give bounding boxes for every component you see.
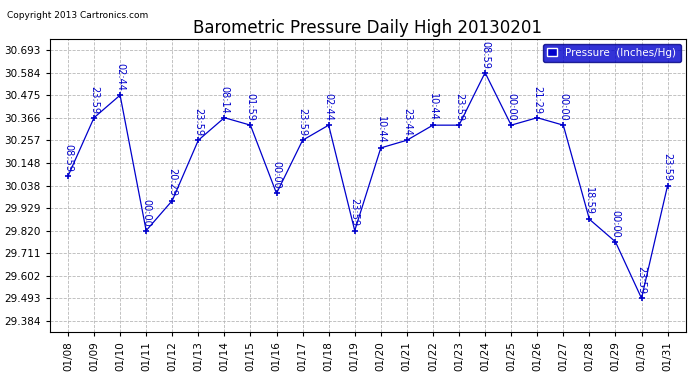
Text: 23:59: 23:59 [89, 86, 99, 114]
Text: 18:59: 18:59 [584, 187, 594, 215]
Text: 08:59: 08:59 [63, 144, 73, 172]
Text: 02:44: 02:44 [115, 63, 125, 91]
Text: 01:59: 01:59 [246, 93, 255, 121]
Text: 23:59: 23:59 [297, 108, 308, 136]
Text: 23:59: 23:59 [193, 108, 204, 136]
Text: 00:00: 00:00 [271, 162, 282, 189]
Text: 23:59: 23:59 [636, 266, 647, 294]
Text: 08:14: 08:14 [219, 86, 229, 114]
Text: 00:00: 00:00 [506, 93, 516, 121]
Text: 10:44: 10:44 [376, 116, 386, 144]
Text: 23:59: 23:59 [454, 93, 464, 121]
Text: 02:44: 02:44 [324, 93, 334, 121]
Text: 23:59: 23:59 [662, 153, 673, 182]
Text: 20:29: 20:29 [167, 168, 177, 196]
Legend: Pressure  (Inches/Hg): Pressure (Inches/Hg) [542, 44, 680, 62]
Text: 08:59: 08:59 [480, 40, 490, 69]
Text: 00:00: 00:00 [558, 93, 569, 121]
Text: 23:44: 23:44 [402, 108, 412, 136]
Text: 23:59: 23:59 [350, 198, 359, 226]
Title: Barometric Pressure Daily High 20130201: Barometric Pressure Daily High 20130201 [193, 19, 542, 37]
Text: 10:44: 10:44 [428, 93, 438, 121]
Text: 21:29: 21:29 [532, 86, 542, 114]
Text: 00:00: 00:00 [141, 199, 151, 226]
Text: 00:00: 00:00 [611, 210, 620, 238]
Text: Copyright 2013 Cartronics.com: Copyright 2013 Cartronics.com [7, 11, 148, 20]
